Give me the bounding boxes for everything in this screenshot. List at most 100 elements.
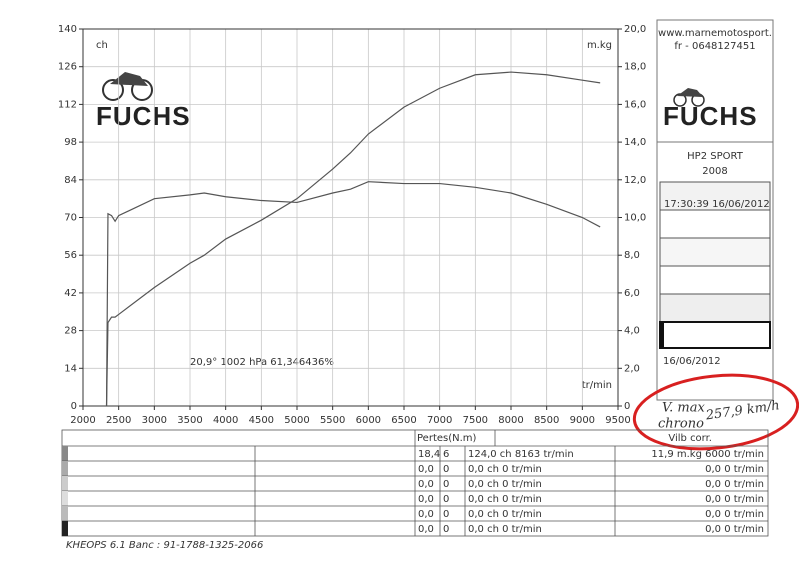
row-swatch xyxy=(62,446,68,461)
y2-tick-label: 10,0 xyxy=(624,213,646,224)
x-tick-label: 9000 xyxy=(570,415,595,426)
year: 2008 xyxy=(702,166,727,177)
x-tick-label: 3000 xyxy=(142,415,167,426)
table-cell: 124,0 ch 8163 tr/min xyxy=(468,449,574,460)
x-tick-label: 5000 xyxy=(284,415,309,426)
table-cell: 0,0 xyxy=(418,464,434,475)
y-tick-label: 28 xyxy=(64,326,77,337)
x-tick-label: 4500 xyxy=(249,415,274,426)
table-cell: 18,4 xyxy=(418,449,440,460)
annotation-vmax: V. max xyxy=(662,401,705,416)
info-panel xyxy=(656,19,774,401)
y2-tick-label: 14,0 xyxy=(624,137,646,148)
y-tick-label: 14 xyxy=(64,363,77,374)
left-unit: ch xyxy=(96,40,108,51)
y2-tick-label: 20,0 xyxy=(624,24,646,35)
y-tick-label: 70 xyxy=(64,213,77,224)
date: 16/06/2012 xyxy=(663,356,721,367)
y-tick-label: 42 xyxy=(64,288,77,299)
y2-tick-label: 12,0 xyxy=(624,175,646,186)
table-cell: 0,0 0 tr/min xyxy=(705,494,764,505)
y2-tick-label: 4,0 xyxy=(624,326,640,337)
panel-logo-icon xyxy=(673,88,705,107)
annotation-speed: 257,9 km/h xyxy=(704,398,781,423)
table-cell: 0,0 ch 0 tr/min xyxy=(468,494,542,505)
series-line xyxy=(105,181,601,407)
y2-tick-label: 0 xyxy=(624,401,630,412)
row-swatch xyxy=(62,476,68,491)
y2-tick-label: 8,0 xyxy=(624,250,640,261)
table-cell: 0 xyxy=(443,479,449,490)
y2-tick-label: 2,0 xyxy=(624,363,640,374)
conditions: 20,9° 1002 hPa 61,346436% xyxy=(190,357,334,368)
table-cell: 0,0 ch 0 tr/min xyxy=(468,464,542,475)
table-cell: 0 xyxy=(443,494,449,505)
phone: fr - 0648127451 xyxy=(674,41,755,52)
y2-tick-label: 6,0 xyxy=(624,288,640,299)
annotation-circle xyxy=(632,373,799,451)
table-cell: 0 xyxy=(443,509,449,520)
timestamp: 17:30:39 16/06/2012 xyxy=(664,199,770,210)
right-unit: m.kg xyxy=(587,40,612,51)
table-cell: 0,0 ch 0 tr/min xyxy=(468,479,542,490)
y-tick-label: 56 xyxy=(64,250,77,261)
x-tick-label: 7000 xyxy=(427,415,452,426)
table-cell: 0,0 ch 0 tr/min xyxy=(468,524,542,535)
table-header: Vilb corr. xyxy=(668,433,712,444)
row-swatch xyxy=(62,521,68,536)
x-tick-label: 4000 xyxy=(213,415,238,426)
x-tick-label: 5500 xyxy=(320,415,345,426)
table-cell: 0,0 xyxy=(418,479,434,490)
annotation-chrono: chrono xyxy=(658,417,704,432)
table-cell: 0,0 0 tr/min xyxy=(705,464,764,475)
y-tick-label: 126 xyxy=(58,62,77,73)
row-swatch xyxy=(62,506,68,521)
logo-icon xyxy=(102,72,153,101)
x-tick-label: 7500 xyxy=(463,415,488,426)
row-swatch xyxy=(62,491,68,506)
swatch-box xyxy=(659,293,771,323)
table-cell: 0,0 0 tr/min xyxy=(705,524,764,535)
swatch-box xyxy=(659,265,771,295)
table-header: Pertes(N.m) xyxy=(417,433,477,444)
x-tick-label: 3500 xyxy=(177,415,202,426)
panel-logo: FUCHS xyxy=(663,101,758,131)
table-cell: 0 xyxy=(443,524,449,535)
website: www.marnemotosport. xyxy=(658,28,772,39)
timestamp-box xyxy=(659,181,771,211)
plot-frame xyxy=(82,28,619,407)
table-cell: 6 xyxy=(443,449,449,460)
table-cell: 0 xyxy=(443,464,449,475)
x-unit: tr/min xyxy=(582,380,612,391)
x-tick-label: 2000 xyxy=(70,415,95,426)
footer: KHEOPS 6.1 Banc : 91-1788-1325-2066 xyxy=(66,540,263,551)
swatch-box xyxy=(659,321,771,349)
swatch xyxy=(660,322,664,348)
y2-tick-label: 16,0 xyxy=(624,99,646,110)
x-tick-label: 8500 xyxy=(534,415,559,426)
row-swatch xyxy=(62,461,68,476)
x-tick-label: 9500 xyxy=(605,415,630,426)
table-cell: 0,0 ch 0 tr/min xyxy=(468,509,542,520)
x-tick-label: 2500 xyxy=(106,415,131,426)
model: HP2 SPORT xyxy=(687,151,744,162)
logo: FUCHS xyxy=(96,101,191,131)
y-tick-label: 140 xyxy=(58,24,77,35)
series-line xyxy=(105,71,601,407)
y-tick-label: 98 xyxy=(64,137,77,148)
table-cell: 0,0 xyxy=(418,524,434,535)
y-tick-label: 84 xyxy=(64,175,77,186)
x-tick-label: 6500 xyxy=(391,415,416,426)
table-cell: 0,0 0 tr/min xyxy=(705,479,764,490)
y-tick-label: 0 xyxy=(71,401,77,412)
x-tick-label: 8000 xyxy=(498,415,523,426)
table-cell: 0,0 0 tr/min xyxy=(705,509,764,520)
y2-tick-label: 18,0 xyxy=(624,62,646,73)
table-cell: 0,0 xyxy=(418,494,434,505)
x-tick-label: 6000 xyxy=(356,415,381,426)
y-tick-label: 112 xyxy=(58,99,77,110)
table-cell: 0,0 xyxy=(418,509,434,520)
swatch-box xyxy=(659,209,771,239)
swatch-box xyxy=(659,237,771,267)
